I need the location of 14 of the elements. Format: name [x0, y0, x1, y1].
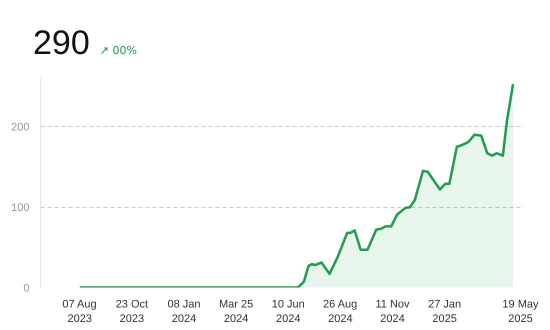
x-tick-label: 19 May 2025 — [502, 298, 540, 325]
x-tick-label: 23 Oct 2023 — [116, 298, 148, 325]
x-tick-label: 27 Jan 2025 — [428, 298, 462, 325]
y-tick-label: 100 — [11, 202, 30, 214]
x-tick-label: 11 Nov 2024 — [376, 298, 410, 325]
y-tick-label: 200 — [11, 122, 30, 134]
text: 290 — [33, 24, 90, 62]
x-tick-label: 07 Aug 2023 — [62, 298, 97, 325]
y-tick-label: 0 — [23, 282, 30, 294]
x-tick-label: Mar 25 2024 — [219, 298, 254, 325]
x-tick-label: 08 Jan 2024 — [168, 298, 201, 325]
x-tick-label: 10 Jun 2024 — [272, 298, 305, 325]
text: ↗ 00% — [100, 44, 137, 57]
x-tick-label: 26 Aug 2024 — [322, 298, 358, 325]
